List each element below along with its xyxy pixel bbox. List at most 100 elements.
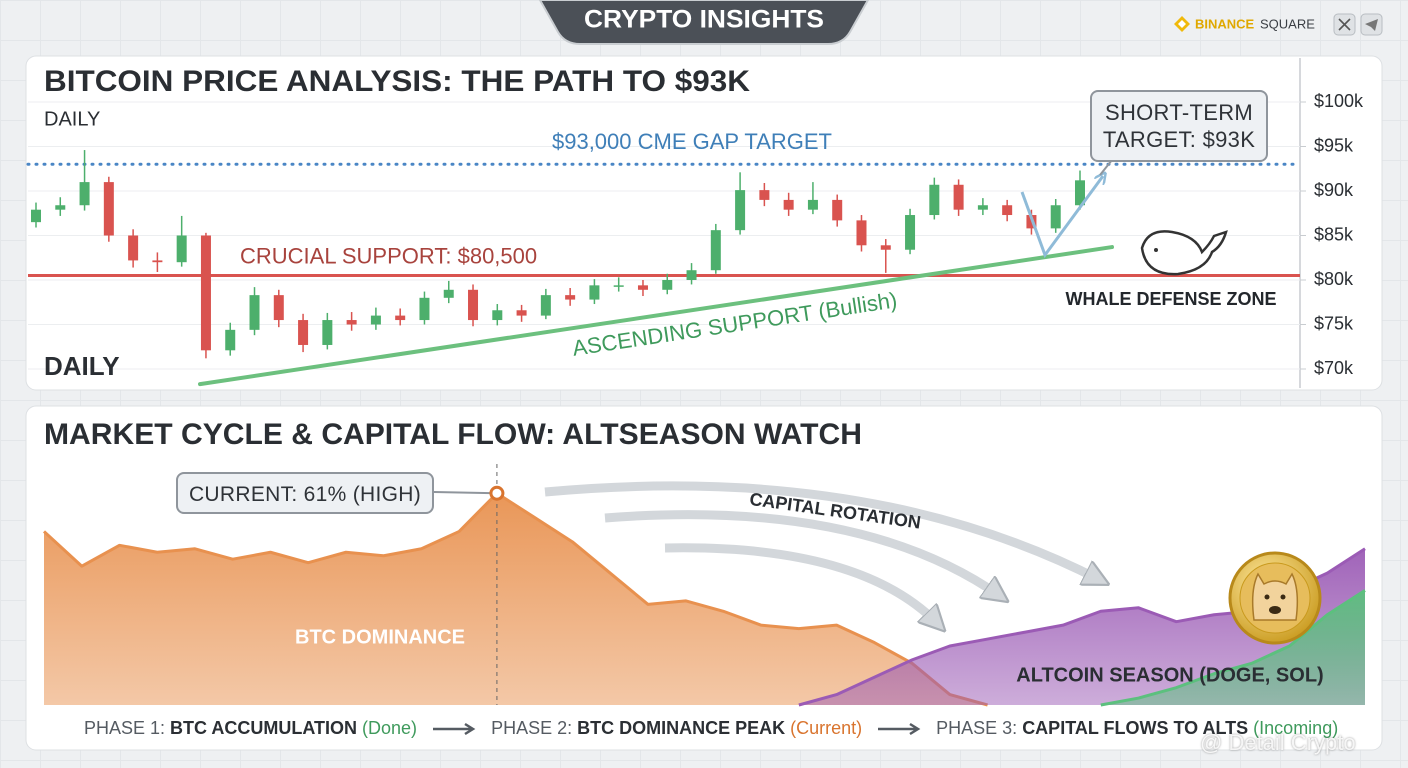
y-tick-label: $100k	[1314, 91, 1364, 111]
candle-body	[468, 289, 479, 321]
flow-arrow	[544, 481, 1100, 580]
candle-body	[273, 295, 284, 321]
candle-body	[613, 285, 624, 287]
candle-body	[977, 205, 988, 210]
phase-arrow-shape	[433, 722, 476, 735]
whale-eye	[1154, 248, 1158, 252]
header-tab	[538, 0, 870, 45]
candle-body	[103, 182, 114, 236]
chart-title: MARKET CYCLE & CAPITAL FLOW: ALTSEASON W…	[44, 418, 862, 451]
callout-connector	[433, 491, 497, 495]
area	[44, 493, 988, 705]
watermark: @ Detail Crypto	[1200, 730, 1356, 755]
candle-body	[322, 320, 333, 345]
flow-arrow	[664, 543, 938, 624]
target-callout: SHORT-TERM TARGET: $93K	[1090, 90, 1268, 162]
candle-body	[540, 295, 551, 316]
candle-body	[735, 190, 746, 231]
y-tick-label: $95k	[1314, 135, 1354, 155]
y-tick-label: $90k	[1314, 180, 1354, 200]
candle-body	[807, 199, 818, 210]
reference-label: $93,000 CME GAP TARGET	[552, 129, 832, 154]
trendline	[198, 245, 1114, 387]
candle-body	[249, 295, 260, 330]
phase-arrow-shape	[878, 722, 921, 735]
candle-body	[759, 190, 770, 200]
candle-body	[79, 182, 90, 206]
candle-body	[1075, 180, 1085, 206]
candle-body	[637, 285, 648, 290]
candle-body	[662, 280, 673, 290]
candle-body	[929, 184, 940, 216]
phase-arrow	[878, 722, 921, 735]
candle-body	[346, 320, 357, 325]
doge-eye	[1280, 594, 1286, 600]
candle-body	[176, 235, 187, 263]
brand-name: BINANCE	[1195, 16, 1255, 31]
cycle-chart: BTC DOMINANCE ALTCOIN SEASON (DOGE, SOL)	[42, 464, 1366, 707]
rotation-arrows	[544, 481, 1100, 624]
candle-body	[31, 209, 41, 223]
peak-marker	[489, 485, 505, 501]
whale-icon	[1140, 230, 1228, 276]
candle-body	[298, 320, 309, 345]
callout-pointer	[1099, 159, 1113, 176]
social-x-glyph	[1338, 18, 1351, 31]
area-line	[1100, 589, 1366, 707]
phase-arrow	[433, 722, 476, 735]
phase-label: PHASE 2:	[491, 718, 573, 738]
flow-arrow	[604, 510, 1000, 596]
doge-nose	[1269, 606, 1281, 614]
phase-row: PHASE 1: BTC ACCUMULATION (Done) PHASE 2: BT…	[84, 718, 1338, 739]
area-line	[42, 491, 988, 707]
doge-head	[1251, 572, 1299, 621]
phase-label: PHASE 3:	[936, 718, 1018, 738]
y-tick-label: $85k	[1314, 224, 1354, 244]
reference-label: CRUCIAL SUPPORT: $80,500	[240, 243, 537, 268]
candle-body	[565, 295, 576, 300]
area	[798, 548, 1365, 705]
phase-status: (Done)	[362, 718, 418, 738]
phase-label: PHASE 1:	[84, 718, 166, 738]
candle-body	[1050, 205, 1061, 229]
doge-coin	[1228, 551, 1322, 645]
y-tick-label: $80k	[1314, 269, 1354, 289]
doge-eye	[1264, 594, 1270, 600]
price-panel	[25, 55, 1383, 391]
phase-text: CAPITAL FLOWS TO ALTS	[1022, 718, 1249, 738]
candle-body	[953, 184, 964, 210]
target-arrow	[1020, 176, 1103, 259]
chart-subtitle: DAILY	[44, 108, 100, 130]
phase-text: BTC DOMINANCE PEAK	[577, 718, 786, 738]
phase-status: (Incoming)	[1253, 718, 1339, 738]
candle-body	[128, 235, 139, 261]
candle-body	[370, 315, 381, 325]
candle-body	[225, 329, 236, 351]
timeframe-label: DAILY	[44, 351, 120, 381]
series-label: ALTCOIN SEASON (DOGE, SOL)	[1016, 664, 1323, 686]
candle-body	[395, 315, 406, 321]
candle-body	[686, 270, 697, 280]
phase-text: BTC ACCUMULATION	[170, 718, 358, 738]
candle-body	[443, 289, 454, 298]
candle-body	[55, 205, 66, 210]
candle-body	[856, 220, 867, 246]
zone-label: WHALE DEFENSE ZONE	[1065, 289, 1276, 309]
phase-status: (Current)	[790, 718, 863, 738]
candle-body	[516, 310, 527, 316]
candle-body	[200, 235, 211, 351]
social-telegram-glyph	[1365, 19, 1378, 31]
area	[1100, 590, 1365, 705]
whale-body	[1140, 230, 1228, 276]
header-title: CRYPTO INSIGHTS	[584, 6, 824, 34]
series-label: BTC DOMINANCE	[295, 626, 465, 648]
candle-body	[710, 230, 721, 271]
y-tick-label: $70k	[1314, 358, 1354, 378]
y-tick-label: $75k	[1314, 313, 1354, 333]
candle-body	[832, 199, 843, 221]
candle-body	[589, 285, 600, 300]
candle-body	[492, 310, 503, 321]
candle-body	[1002, 205, 1013, 216]
candle-body	[905, 215, 916, 250]
